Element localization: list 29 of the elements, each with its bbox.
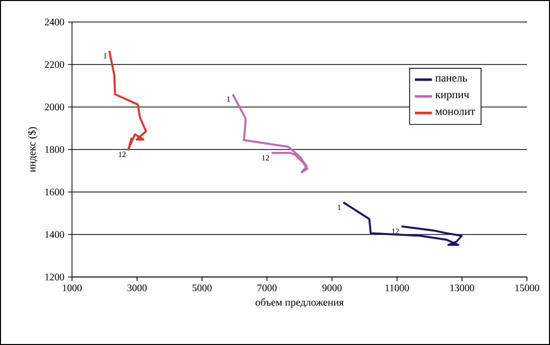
x-tick-label: 9000 (322, 284, 342, 292)
x-tick-label: 3000 (127, 284, 147, 292)
y-axis-title: индекс ($) (28, 127, 38, 172)
y-tick-label: 1600 (45, 188, 64, 196)
annotation: 12 (118, 152, 126, 157)
x-tick-label: 13000 (450, 284, 474, 292)
y-tick-label: 2200 (44, 61, 64, 68)
x-tick-label: 11000 (386, 284, 409, 292)
x-tick-label: 7000 (258, 284, 277, 292)
annotation: 12 (262, 155, 270, 160)
legend-label: кирпич (435, 92, 469, 100)
legend-label: монолит (435, 110, 475, 115)
annotation: 12 (392, 228, 399, 234)
annotation: 1 (338, 204, 341, 210)
y-tick-label: 2400 (44, 18, 64, 26)
line-series (108, 50, 148, 150)
y-tick-label: 1400 (45, 231, 64, 238)
x-axis-title: объем предложения (256, 298, 344, 308)
x-tick-label: 5000 (192, 284, 212, 292)
annotation: 1 (227, 96, 230, 102)
x-tick-label: 15000 (515, 284, 540, 292)
line-series (342, 201, 463, 246)
legend-label: панель (435, 76, 467, 82)
y-tick-label: 1200 (45, 274, 64, 280)
x-tick-label: 1000 (62, 284, 82, 292)
y-tick-label: 2000 (44, 104, 64, 110)
y-tick-label: 1800 (45, 146, 64, 153)
line-series (232, 93, 308, 174)
annotation: 1 (104, 53, 107, 58)
